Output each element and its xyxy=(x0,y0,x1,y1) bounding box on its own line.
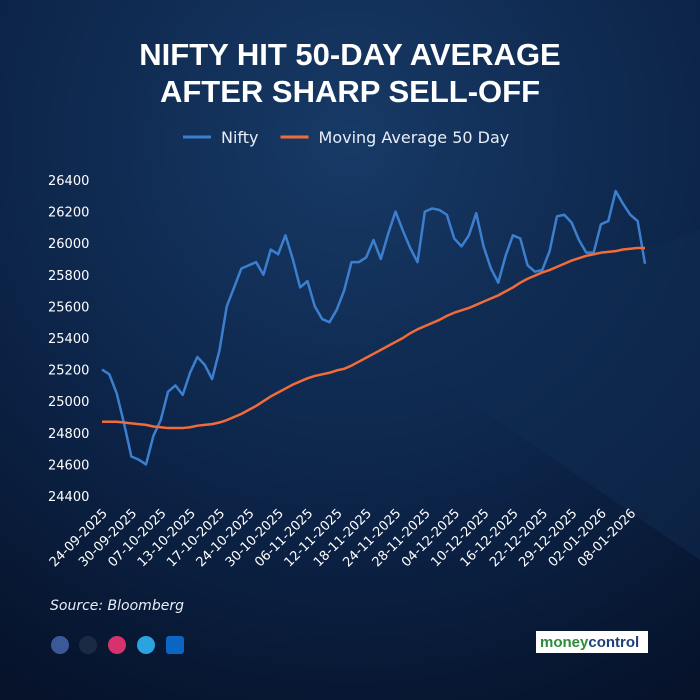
source: Source: Bloomberg xyxy=(50,598,184,614)
y-tick-label: 25400 xyxy=(48,332,89,347)
series-line xyxy=(101,189,647,466)
y-tick-label: 25600 xyxy=(48,300,89,315)
brand-part: control xyxy=(588,634,639,651)
social-icons xyxy=(51,636,184,654)
legend-label: Nifty xyxy=(221,128,259,147)
telegram-icon[interactable] xyxy=(137,636,155,654)
linkedin-icon[interactable] xyxy=(166,636,184,654)
instagram-icon[interactable] xyxy=(108,636,126,654)
brand-box xyxy=(536,631,648,653)
x-icon[interactable] xyxy=(79,636,97,654)
brand-logo: moneycontrol xyxy=(540,634,639,651)
y-tick-label: 24600 xyxy=(48,458,89,473)
series-line xyxy=(102,246,645,430)
y-tick-label: 26000 xyxy=(48,237,89,252)
y-tick-label: 24800 xyxy=(48,427,89,442)
facebook-icon[interactable] xyxy=(51,636,69,654)
brand-part: money xyxy=(540,634,589,651)
y-tick-label: 25000 xyxy=(48,395,89,410)
y-tick-label: 25800 xyxy=(48,269,89,284)
chart-title: AFTER SHARP SELL-OFF xyxy=(160,74,540,109)
decor xyxy=(380,230,700,560)
y-tick-label: 26200 xyxy=(48,206,89,221)
y-tick-label: 25200 xyxy=(48,364,89,379)
chart-title: NIFTY HIT 50-DAY AVERAGE xyxy=(139,37,560,72)
y-tick-label: 24400 xyxy=(48,490,89,505)
y-tick-label: 26400 xyxy=(48,174,89,189)
legend-label: Moving Average 50 Day xyxy=(319,128,510,147)
